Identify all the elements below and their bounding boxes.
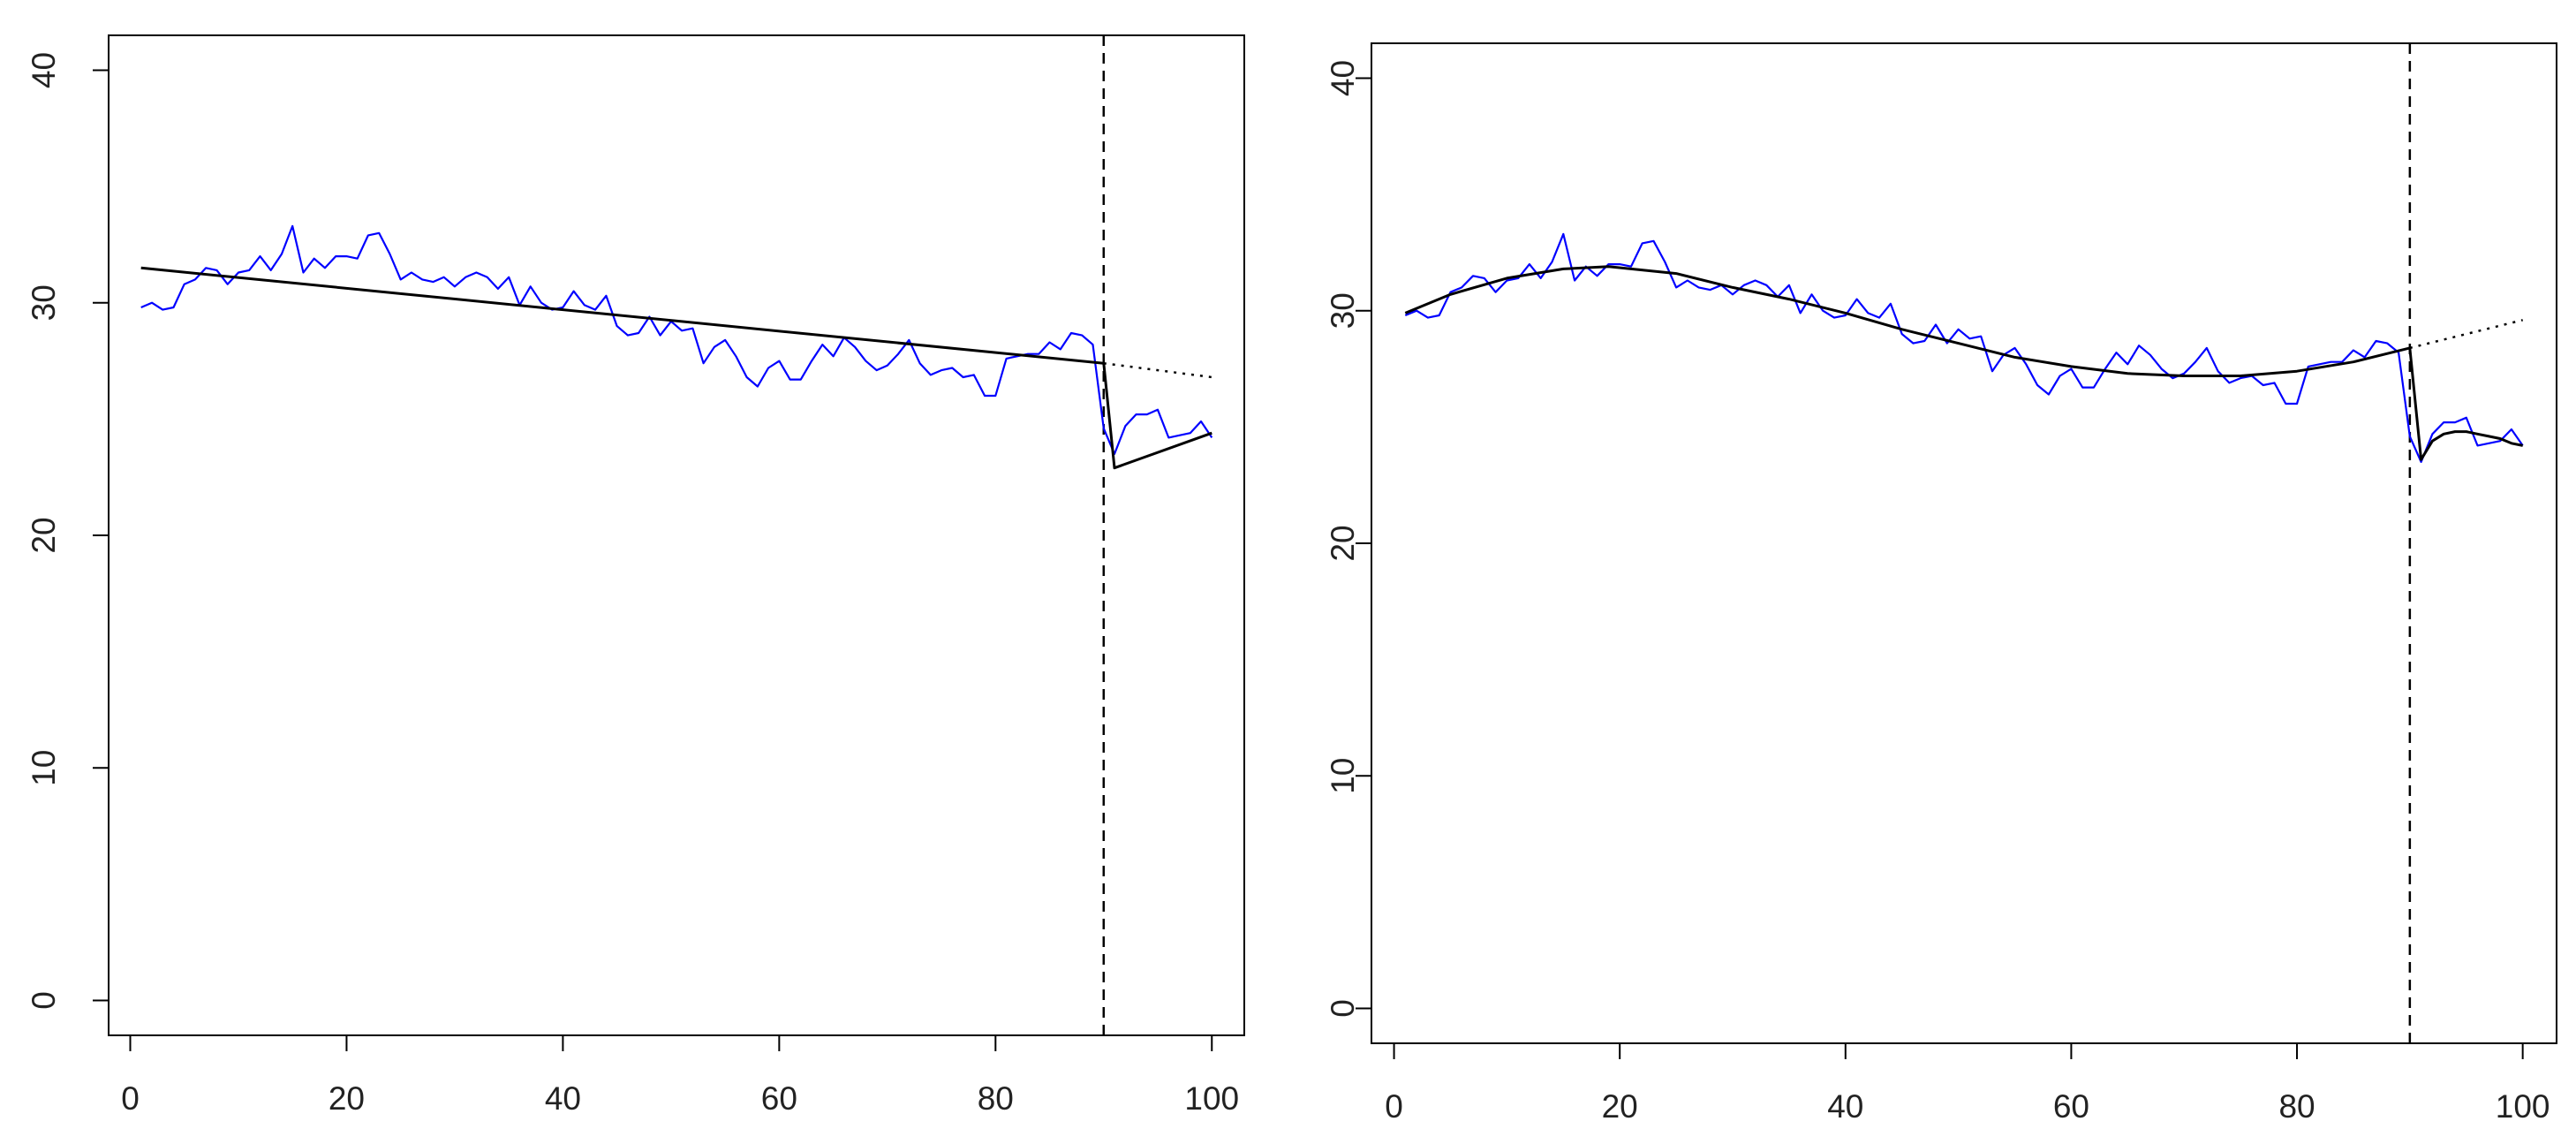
counterfactual-line: [2409, 319, 2523, 350]
plot-frame: [1371, 42, 2557, 1044]
x-tick-label: 100: [1184, 1080, 1239, 1117]
x-tick-label: 0: [1385, 1088, 1403, 1125]
y-tick-label: 0: [26, 991, 62, 1010]
fitted-line: [2408, 347, 2523, 461]
observed-series-line: [140, 224, 1213, 456]
y-tick-label: 0: [1325, 999, 1361, 1018]
y-tick-label: 30: [1325, 292, 1361, 329]
x-tick-label: 40: [545, 1080, 581, 1117]
y-tick-label: 40: [26, 52, 62, 88]
x-tick-label: 20: [329, 1080, 365, 1117]
x-tick-label: 60: [2053, 1088, 2089, 1125]
x-tick-label: 60: [761, 1080, 797, 1117]
y-tick-label: 10: [1325, 758, 1361, 794]
y-tick-label: 20: [26, 517, 62, 553]
right-chart-panel: 0 20 40 60 80 100 0 10 20 30 40: [1325, 42, 2557, 1125]
plot-frame: [108, 34, 1245, 1036]
x-tick-label: 80: [978, 1080, 1014, 1117]
x-tick-label: 20: [1602, 1088, 1638, 1125]
observed-series-line: [1404, 232, 2524, 464]
x-tick-label: 40: [1827, 1088, 1863, 1125]
y-tick-label: 40: [1325, 60, 1361, 96]
x-tick-label: 80: [2278, 1088, 2315, 1125]
y-tick-label: 30: [26, 284, 62, 321]
counterfactual-line: [1103, 361, 1212, 379]
y-tick-label: 20: [1325, 525, 1361, 561]
fitted-line: [1102, 363, 1212, 470]
x-tick-label: 0: [121, 1080, 140, 1117]
fitted-line: [140, 266, 1104, 365]
fitted-line: [1404, 265, 2411, 377]
y-tick-label: 10: [26, 750, 62, 786]
left-chart-panel: 0 20 40 60 80 100 0 10 20 30 40: [26, 34, 1245, 1117]
x-tick-label: 100: [2496, 1088, 2550, 1125]
